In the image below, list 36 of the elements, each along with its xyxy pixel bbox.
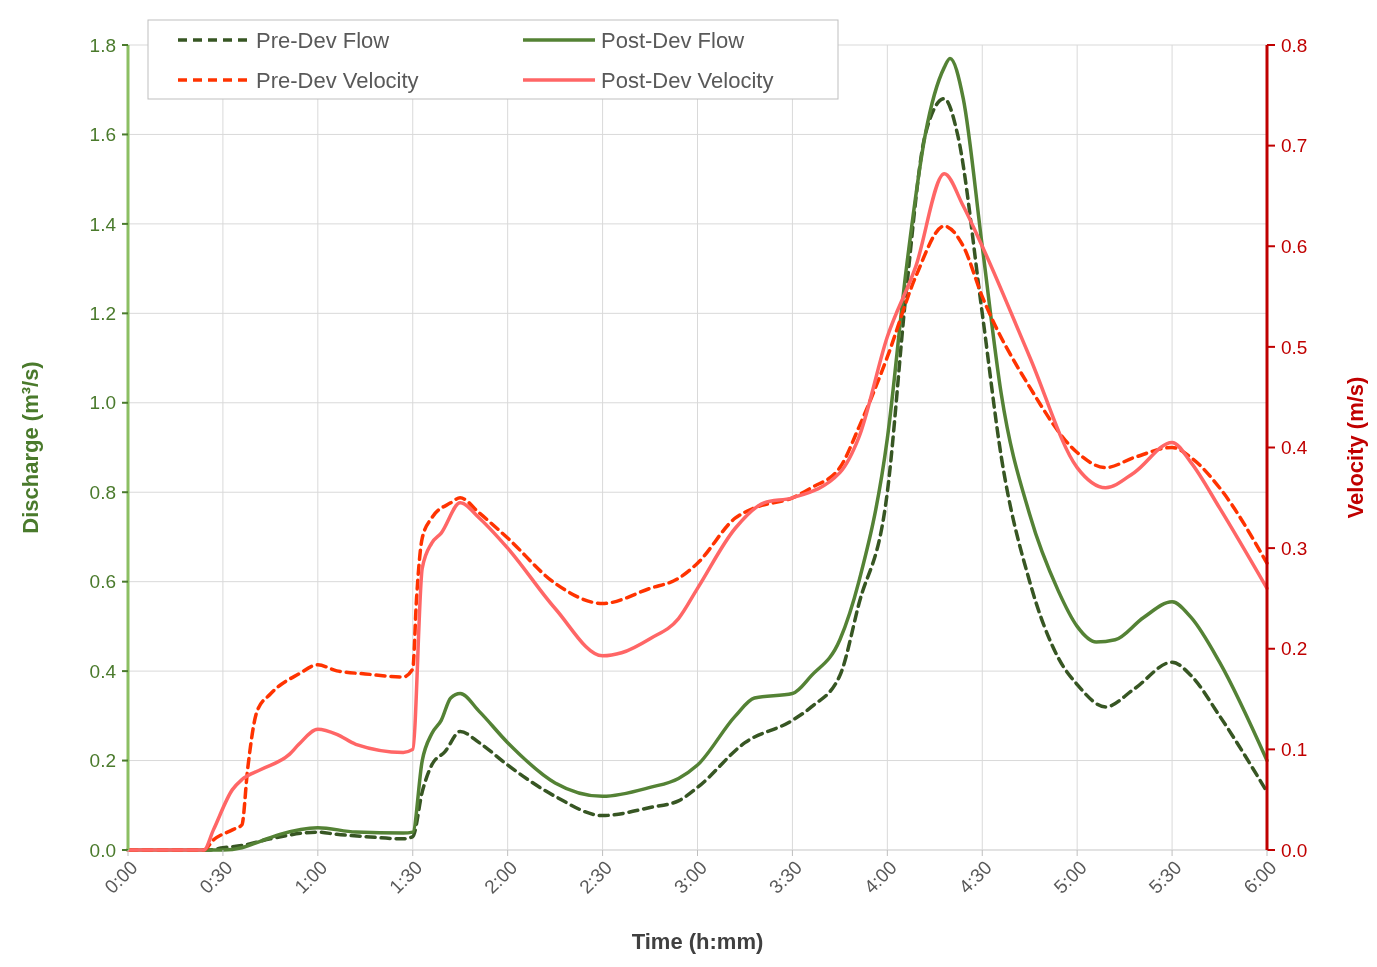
x-tick-label: 2:00 [480, 856, 522, 898]
y-tick-label: 0.2 [89, 750, 116, 772]
x-tick-label: 0:30 [195, 856, 237, 898]
y2-tick-label: 0.4 [1281, 437, 1308, 459]
x-tick-label: 6:00 [1239, 856, 1281, 898]
y-tick-label: 0.8 [89, 481, 116, 503]
y-tick-label: 1.2 [89, 302, 116, 324]
y2-tick-label: 0.1 [1281, 739, 1308, 761]
x-tick-label: 4:00 [859, 856, 901, 898]
y-tick-label: 0.4 [89, 660, 117, 682]
y2-tick-label: 0.3 [1281, 537, 1308, 559]
x-tick-label: 1:00 [290, 856, 332, 898]
y-tick-label: 1.6 [89, 124, 116, 146]
y-tick-label: 1.4 [89, 213, 117, 235]
x-axis-title: Time (h:mm) [631, 929, 764, 954]
legend-label: Pre-Dev Velocity [256, 67, 419, 93]
x-tick-label: 4:30 [954, 856, 996, 898]
legend-label: Pre-Dev Flow [256, 27, 390, 53]
y2-tick-label: 0.0 [1281, 839, 1308, 861]
x-tick-label: 3:00 [670, 856, 712, 898]
y2-tick-label: 0.8 [1281, 34, 1308, 56]
y-axis-title: Discharge (m³/s) [18, 361, 43, 534]
y-tick-label: 1.8 [89, 34, 116, 56]
x-tick-label: 5:00 [1049, 856, 1091, 898]
y2-axis-title: Velocity (m/s) [1343, 376, 1368, 519]
y2-tick-label: 0.5 [1281, 336, 1308, 358]
x-tick-label: 5:30 [1144, 856, 1186, 898]
x-tick-label: 1:30 [385, 856, 427, 898]
legend-label: Post-Dev Flow [601, 27, 745, 53]
y2-tick-label: 0.6 [1281, 235, 1308, 257]
y2-tick-label: 0.7 [1281, 135, 1308, 157]
y2-tick-label: 0.2 [1281, 638, 1308, 660]
x-tick-label: 3:30 [764, 856, 806, 898]
y-tick-label: 0.6 [89, 571, 116, 593]
y-tick-label: 1.0 [89, 392, 116, 414]
legend-label: Post-Dev Velocity [601, 67, 774, 93]
